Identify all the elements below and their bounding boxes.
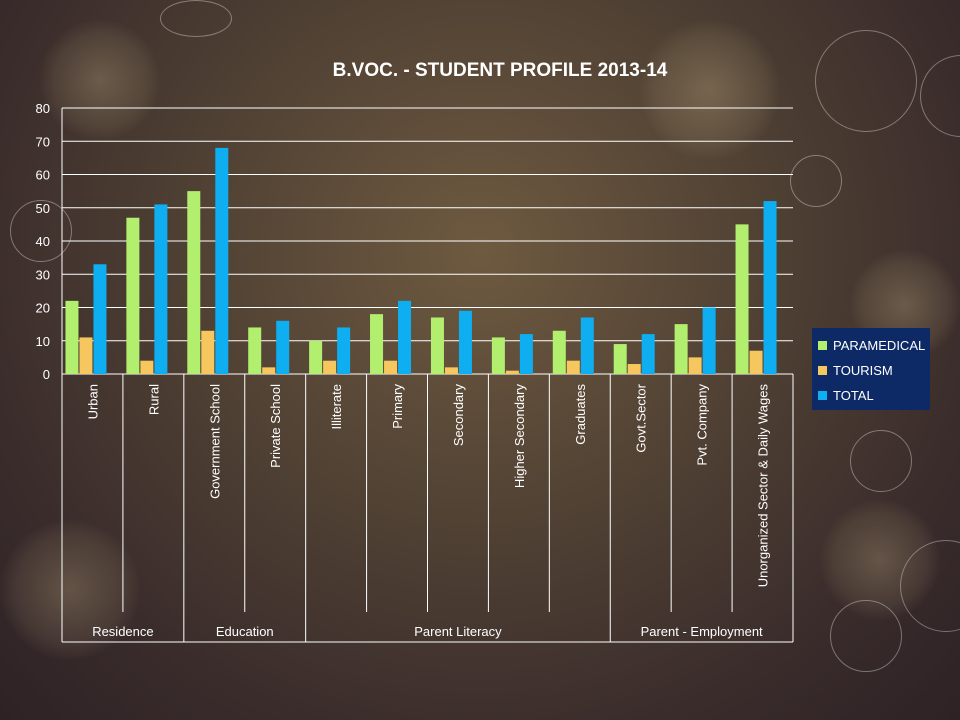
x-tick-label: Private School (268, 384, 283, 468)
group-label: Parent - Employment (641, 624, 763, 639)
bar-total-5 (337, 327, 351, 374)
legend-item-paramedical: PARAMEDICAL (818, 333, 930, 358)
bar-tourism-8 (505, 370, 519, 374)
legend-label-total: TOTAL (833, 388, 874, 403)
bar-tourism-12 (749, 350, 763, 374)
y-tick-label: 70 (36, 134, 50, 149)
x-tick-label: Government School (207, 384, 222, 499)
bar-paramedical-5 (309, 340, 323, 374)
bar-tourism-9 (566, 360, 580, 374)
bar-tourism-10 (627, 364, 641, 374)
bar-total-4 (276, 320, 290, 374)
bar-total-6 (398, 300, 412, 374)
bar-total-8 (519, 334, 533, 374)
bar-total-10 (641, 334, 655, 374)
x-tick-label: Urban (85, 384, 100, 419)
bar-paramedical-2 (126, 217, 140, 374)
y-tick-label: 30 (36, 267, 50, 282)
y-tick-label: 50 (36, 201, 50, 216)
bar-tourism-6 (384, 360, 398, 374)
bar-total-11 (702, 307, 716, 374)
x-tick-label: Govt.Sector (634, 383, 649, 452)
legend-item-total: TOTAL (818, 383, 930, 408)
y-tick-label: 0 (43, 367, 50, 382)
bar-total-3 (215, 147, 229, 374)
bar-paramedical-11 (674, 324, 688, 374)
bar-paramedical-12 (735, 224, 749, 374)
bar-total-9 (580, 317, 594, 374)
bar-paramedical-3 (187, 191, 201, 374)
legend-swatch-total (818, 391, 827, 400)
legend-label-paramedical: PARAMEDICAL (833, 338, 926, 353)
chart-legend: PARAMEDICAL TOURISM TOTAL (812, 328, 930, 410)
x-tick-label: Secondary (451, 384, 466, 447)
bar-total-1 (93, 264, 107, 374)
bar-total-7 (458, 310, 472, 374)
y-tick-label: 40 (36, 234, 50, 249)
group-label: Residence (92, 624, 153, 639)
bar-tourism-7 (444, 367, 458, 374)
bar-paramedical-8 (491, 337, 505, 374)
bar-paramedical-7 (430, 317, 444, 374)
x-tick-label: Higher Secondary (512, 384, 527, 489)
legend-swatch-paramedical (818, 341, 827, 350)
bar-paramedical-6 (370, 314, 384, 374)
bar-tourism-5 (323, 360, 337, 374)
chart-title: B.VOC. - STUDENT PROFILE 2013-14 (333, 60, 668, 81)
bar-paramedical-1 (65, 300, 79, 374)
bar-tourism-1 (79, 337, 93, 374)
group-label: Education (216, 624, 274, 639)
legend-label-tourism: TOURISM (833, 363, 893, 378)
bar-paramedical-10 (613, 344, 627, 374)
x-tick-label: Rural (146, 384, 161, 415)
legend-item-tourism: TOURISM (818, 358, 930, 383)
group-label: Parent Literacy (414, 624, 502, 639)
bar-tourism-4 (262, 367, 276, 374)
bar-tourism-3 (201, 330, 215, 374)
bar-paramedical-4 (248, 327, 262, 374)
y-tick-label: 80 (36, 101, 50, 116)
x-tick-label: Pvt. Company (695, 384, 710, 466)
y-tick-label: 10 (36, 334, 50, 349)
bar-total-12 (763, 201, 777, 374)
bar-tourism-2 (140, 360, 154, 374)
x-tick-label: Illiterate (329, 384, 344, 430)
bar-tourism-11 (688, 357, 702, 374)
bar-total-2 (154, 204, 168, 374)
legend-swatch-tourism (818, 366, 827, 375)
bar-paramedical-9 (552, 330, 566, 374)
x-tick-label: Graduates (573, 384, 588, 445)
y-tick-label: 60 (36, 168, 50, 183)
x-tick-label: Unorganized Sector & Daily Wages (756, 384, 771, 588)
y-tick-label: 20 (36, 301, 50, 316)
x-tick-label: Primary (390, 384, 405, 429)
